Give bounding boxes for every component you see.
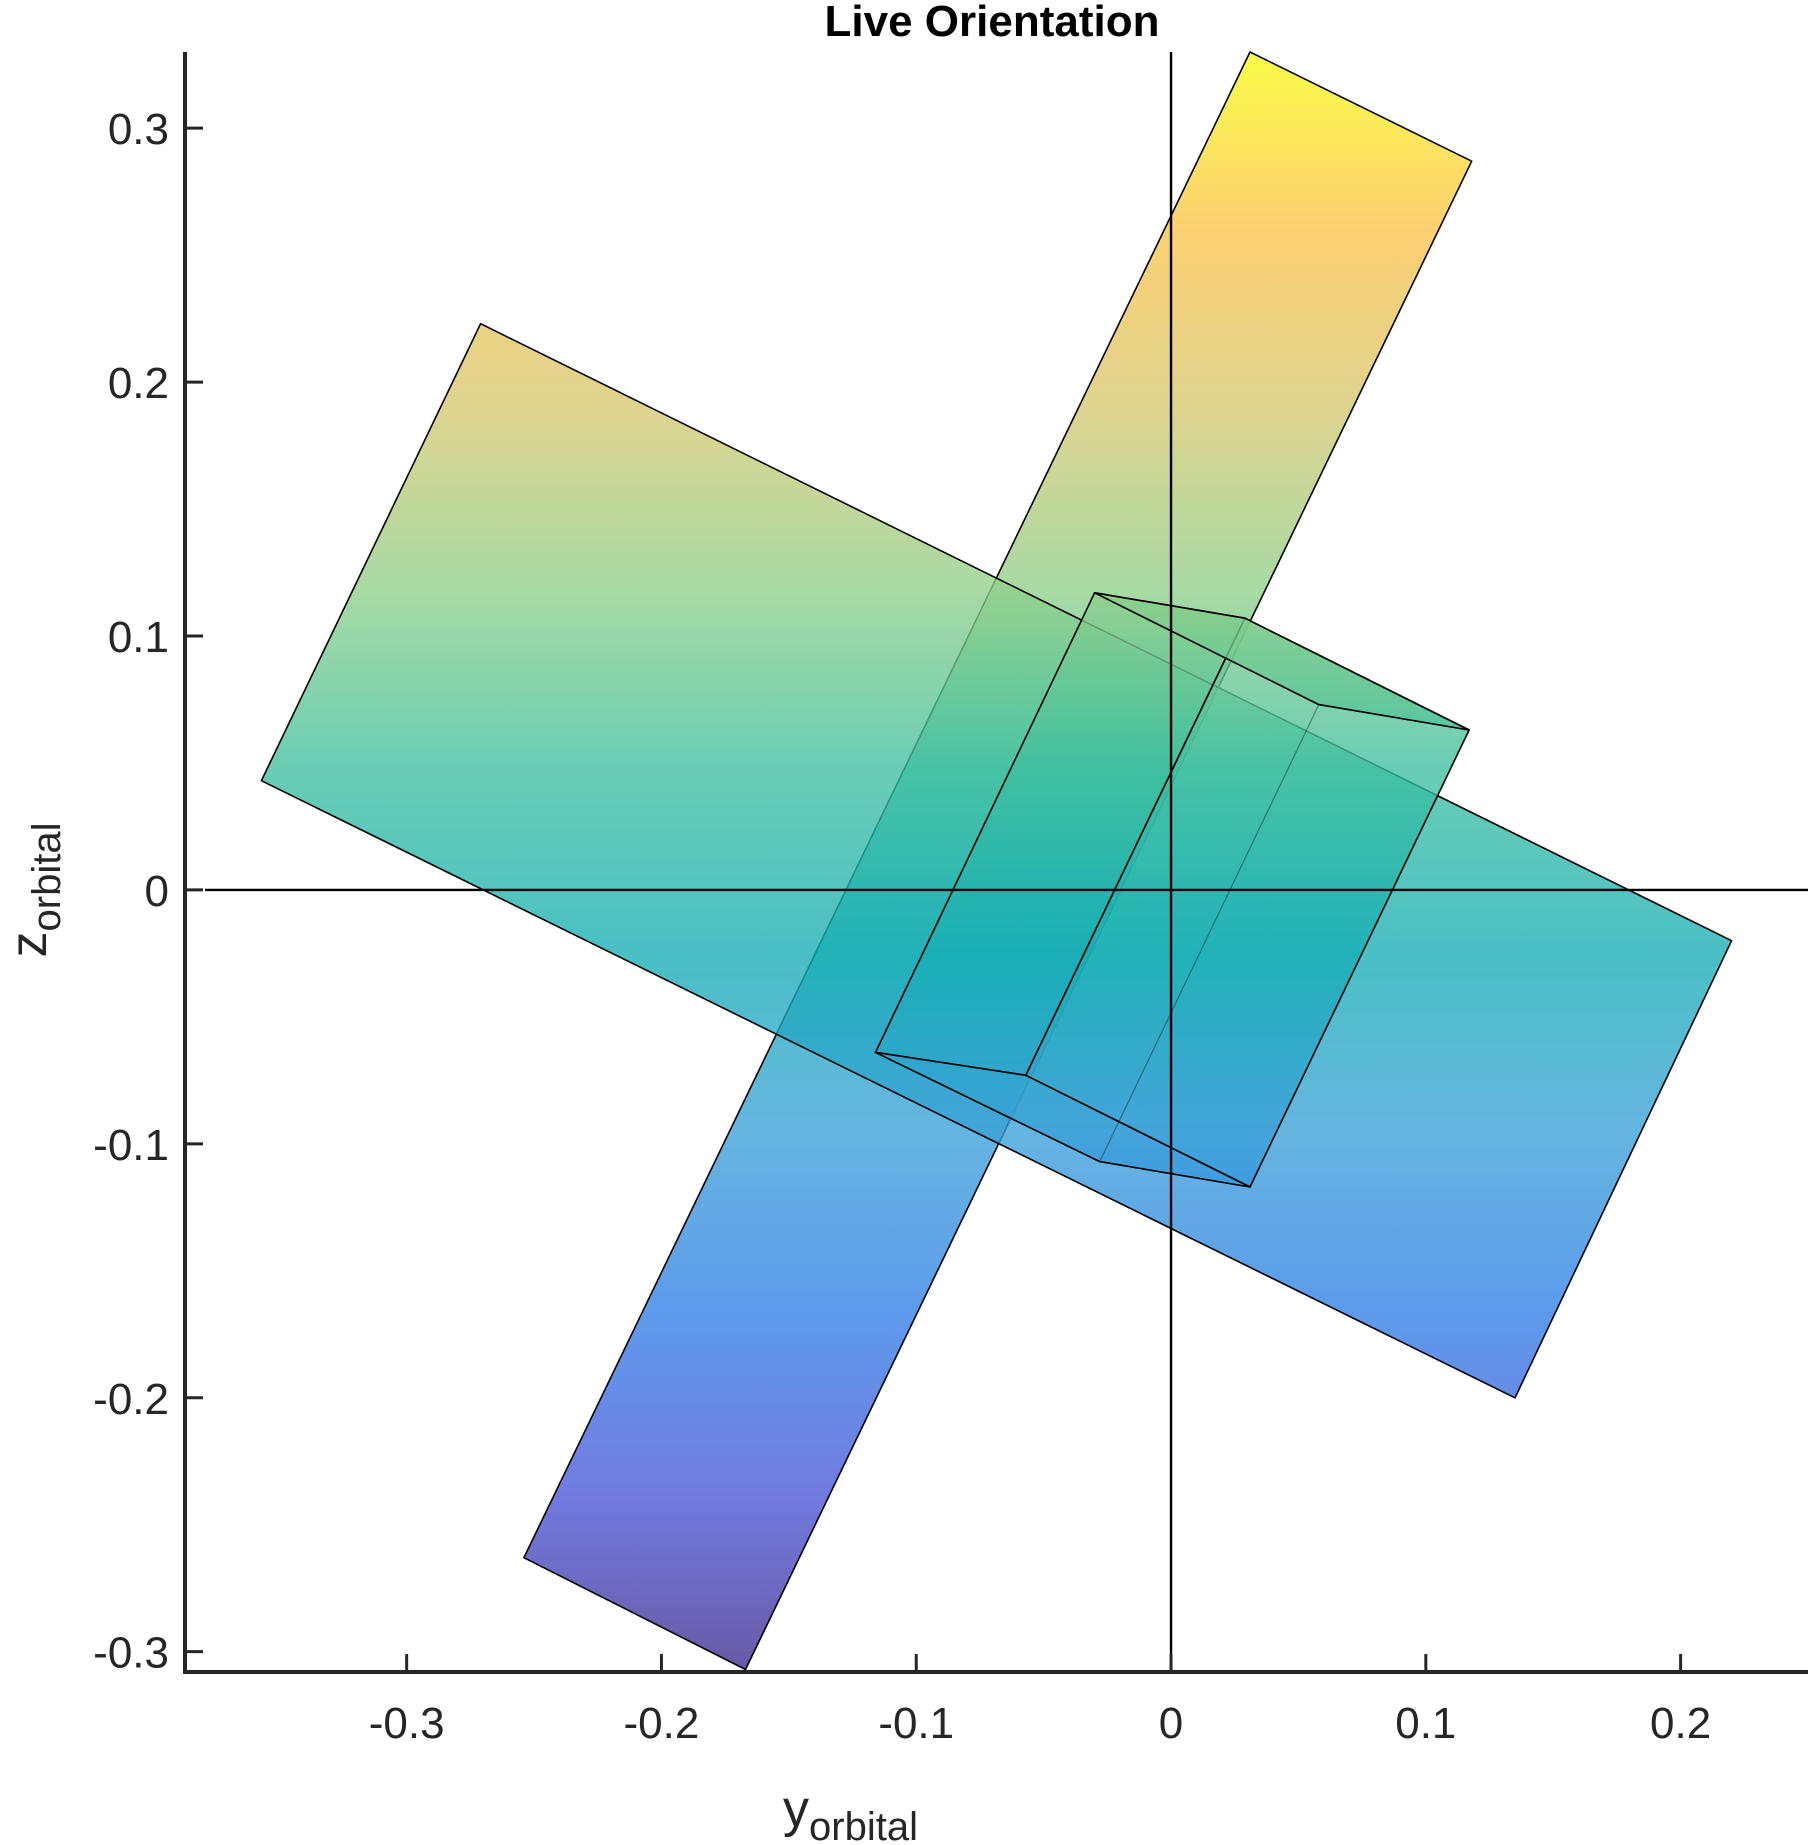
y-tick-label: 0.1 <box>108 613 169 662</box>
hidden-edge <box>875 1051 1100 1163</box>
x-tick-label: -0.3 <box>369 1699 445 1748</box>
y-axis-ticks: -0.3 -0.2 -0.1 0 0.1 0.2 0.3 <box>93 105 203 1678</box>
y-axis-label-main: z <box>0 931 58 957</box>
y-axis-label-subscript: orbital <box>25 823 69 932</box>
x-tick-label: 0.1 <box>1395 1699 1456 1748</box>
y-tick-label: 0 <box>145 867 169 916</box>
hidden-edge <box>1094 592 1320 706</box>
x-tick-label: -0.2 <box>624 1699 700 1748</box>
x-axis-label: yorbital <box>783 1780 918 1845</box>
chart-title: Live Orientation <box>825 0 1160 46</box>
hidden-edges <box>875 592 1470 1188</box>
patch-body-bottom <box>874 1051 1251 1188</box>
hidden-edge <box>1318 703 1470 731</box>
x-axis-label-main: y <box>783 1780 809 1838</box>
hidden-edge <box>1099 1160 1251 1188</box>
x-axis-ticks: -0.3 -0.2 -0.1 0 0.1 0.2 <box>369 1654 1711 1748</box>
x-tick-label: 0.2 <box>1650 1699 1711 1748</box>
y-tick-label: 0.3 <box>108 105 169 154</box>
x-tick-label: -0.1 <box>878 1699 954 1748</box>
hidden-edge <box>1099 704 1320 1162</box>
origin-axes <box>205 52 1808 1672</box>
axes-frame <box>183 52 1808 1674</box>
y-tick-label: 0.2 <box>108 359 169 408</box>
patch-body-top <box>1093 591 1470 731</box>
x-axis-label-subscript: orbital <box>809 1805 918 1845</box>
x-tick-label: 0 <box>1159 1699 1183 1748</box>
y-tick-label: -0.1 <box>93 1121 169 1170</box>
y-tick-label: -0.2 <box>93 1375 169 1424</box>
y-tick-label: -0.3 <box>93 1629 169 1678</box>
orientation-patches <box>260 51 1733 1671</box>
y-axis-label: zorbital <box>0 823 69 958</box>
